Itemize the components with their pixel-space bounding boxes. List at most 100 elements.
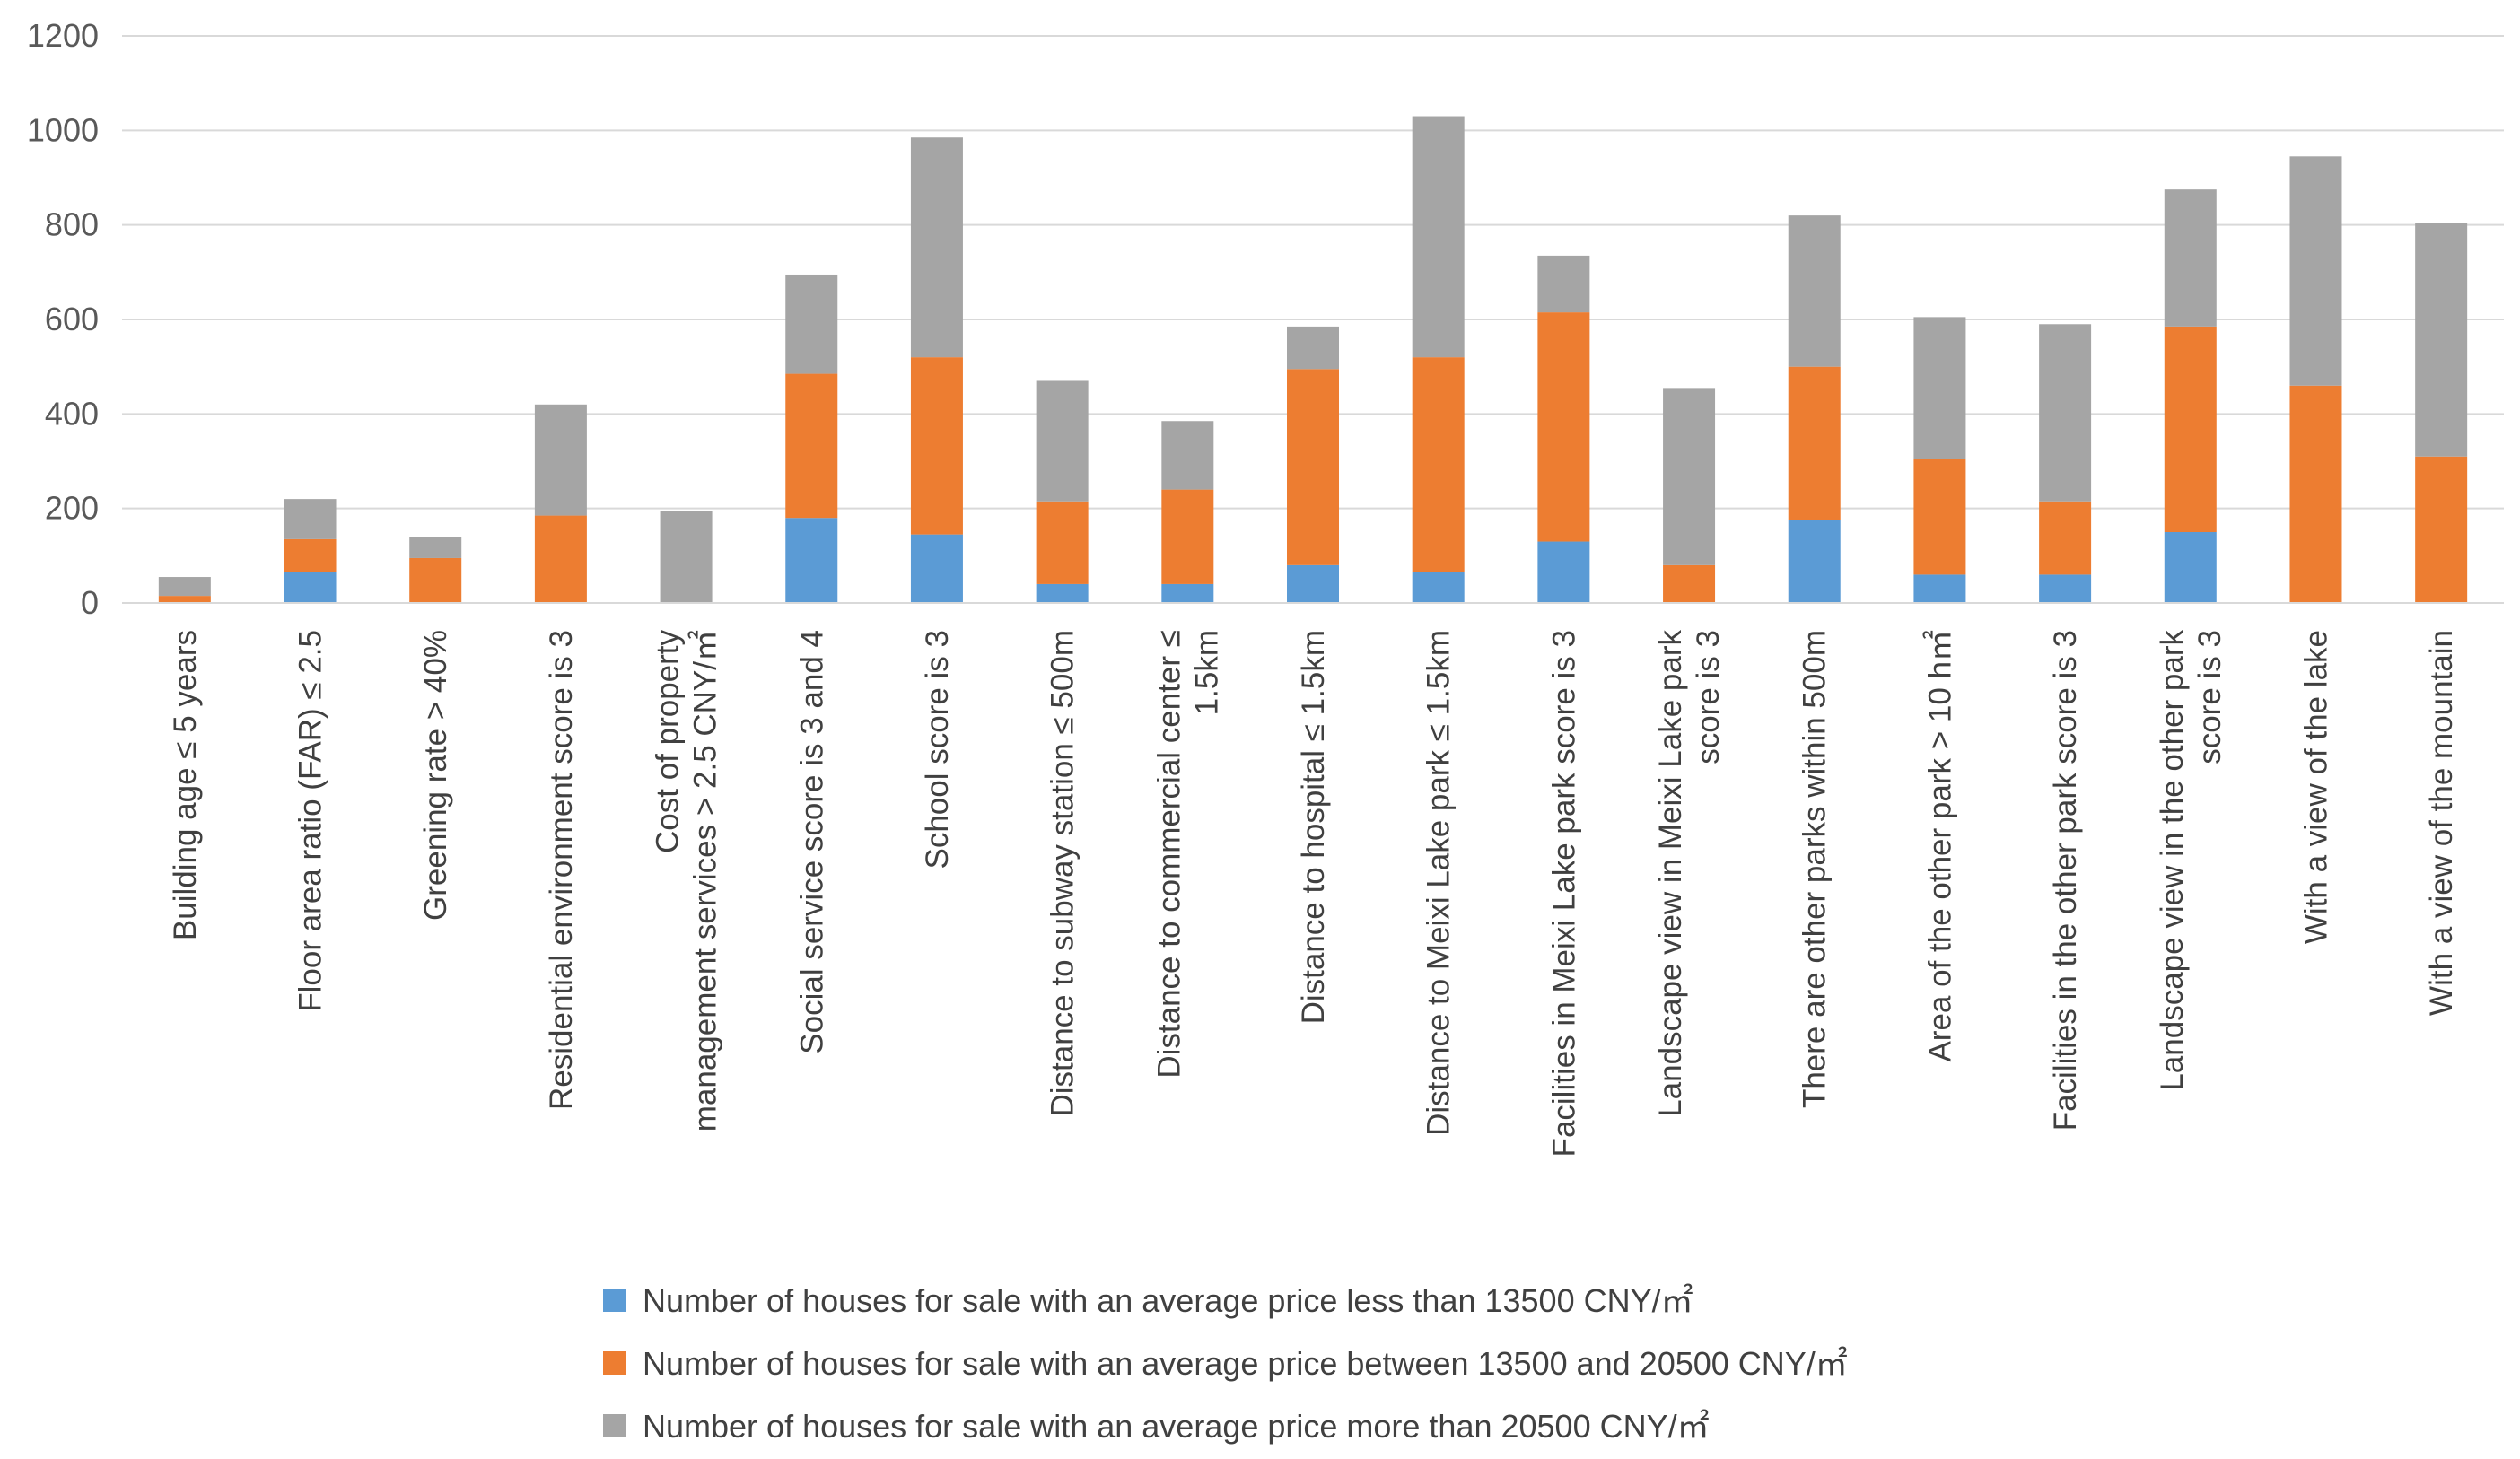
legend-label-series1: Number of houses for sale with an averag… bbox=[643, 1282, 1693, 1319]
x-category-label-line: Building age ≤ 5 years bbox=[168, 630, 203, 940]
y-tick-label: 1000 bbox=[27, 111, 99, 148]
bar-segment-series3-cat14 bbox=[1788, 215, 1841, 367]
x-category-label: Area of the other park > 10 h㎡ bbox=[1921, 630, 1957, 1062]
y-tick-label: 600 bbox=[45, 301, 99, 337]
bar-segment-series2-cat2 bbox=[284, 538, 337, 572]
bar-segment-series2-cat4 bbox=[534, 515, 587, 603]
bar-segment-series2-cat18 bbox=[2289, 385, 2342, 603]
legend-label-series3: Number of houses for sale with an averag… bbox=[643, 1408, 1710, 1445]
bar-segment-series2-cat16 bbox=[2039, 501, 2092, 575]
x-category-label: Building age ≤ 5 years bbox=[168, 630, 203, 940]
bar-segment-series3-cat6 bbox=[785, 274, 838, 374]
x-category-label-line: Landscape view in Meixi Lake park bbox=[1653, 630, 1688, 1117]
y-tick-label: 800 bbox=[45, 206, 99, 243]
x-category-label-line: With a view of the lake bbox=[2298, 630, 2333, 944]
x-category-label: Cost of propertymanagement services > 2.… bbox=[651, 630, 723, 1132]
bars bbox=[158, 116, 2468, 603]
x-category-label: School score is 3 bbox=[920, 630, 955, 869]
bar-segment-series3-cat9 bbox=[1161, 421, 1214, 490]
legend: Number of houses for sale with an averag… bbox=[603, 1282, 1848, 1445]
bar-segment-series1-cat14 bbox=[1788, 520, 1841, 603]
x-category-label-line: Distance to Meixi Lake park ≤ 1.5km bbox=[1422, 630, 1457, 1136]
x-category-label-line: Area of the other park > 10 h㎡ bbox=[1921, 630, 1957, 1062]
bar-segment-series3-cat10 bbox=[1287, 326, 1339, 370]
bar-segment-series2-cat10 bbox=[1287, 369, 1339, 565]
bar-segment-series1-cat2 bbox=[284, 572, 337, 603]
x-category-label-line: management services > 2.5 CNY/㎡ bbox=[687, 630, 723, 1131]
bar-segment-series3-cat13 bbox=[1663, 388, 1716, 565]
x-category-label-line: Landscape view in the other park bbox=[2155, 630, 2190, 1091]
x-category-label-line: Cost of property bbox=[651, 630, 686, 853]
x-category-label-line: There are other parks within 500m bbox=[1798, 630, 1833, 1108]
x-category-label-line: Greening rate > 40% bbox=[418, 630, 453, 921]
legend-swatch-series2 bbox=[603, 1351, 626, 1375]
x-category-label-line: score is 3 bbox=[1691, 630, 1726, 764]
y-tick-label: 0 bbox=[81, 584, 99, 621]
x-category-label: Facilities in the other park score is 3 bbox=[2048, 630, 2083, 1131]
x-category-label-line: Facilities in the other park score is 3 bbox=[2048, 630, 2083, 1131]
bar-segment-series2-cat17 bbox=[2164, 326, 2217, 532]
x-category-label-line: Facilities in Meixi Lake park score is 3 bbox=[1546, 630, 1581, 1157]
x-category-label: Distance to commercial center ≤1.5km bbox=[1151, 630, 1224, 1079]
x-category-label-line: Distance to commercial center ≤ bbox=[1151, 630, 1186, 1079]
y-axis-tick-labels: 0 200 400 600 800 1000 1200 bbox=[27, 17, 99, 621]
bar-segment-series1-cat15 bbox=[1913, 574, 1966, 603]
bar-segment-series3-cat4 bbox=[534, 404, 587, 516]
bar-segment-series2-cat6 bbox=[785, 373, 838, 519]
bar-segment-series2-cat9 bbox=[1161, 489, 1214, 584]
x-category-label: Landscape view in Meixi Lake parkscore i… bbox=[1653, 630, 1726, 1117]
bar-segment-series3-cat16 bbox=[2039, 324, 2092, 502]
bar-segment-series1-cat16 bbox=[2039, 574, 2092, 603]
bar-segment-series2-cat13 bbox=[1663, 564, 1716, 603]
bar-segment-series1-cat9 bbox=[1161, 583, 1214, 603]
bar-segment-series2-cat14 bbox=[1788, 366, 1841, 520]
x-category-label: Facilities in Meixi Lake park score is 3 bbox=[1546, 630, 1581, 1157]
x-category-label: Residential environment score is 3 bbox=[544, 630, 579, 1110]
bar-segment-series3-cat17 bbox=[2164, 189, 2217, 327]
bar-segment-series3-cat5 bbox=[660, 511, 713, 603]
x-category-label: Social service score is 3 and 4 bbox=[794, 630, 829, 1054]
x-category-label: Greening rate > 40% bbox=[418, 630, 453, 921]
bar-segment-series1-cat11 bbox=[1412, 572, 1465, 603]
legend-swatch-series3 bbox=[603, 1414, 626, 1437]
x-category-label: With a view of the mountain bbox=[2424, 630, 2459, 1016]
bar-segment-series1-cat17 bbox=[2164, 532, 2217, 603]
bar-segment-series3-cat7 bbox=[910, 137, 963, 358]
bar-segment-series2-cat19 bbox=[2415, 456, 2468, 603]
x-category-label: Distance to subway station ≤ 500m bbox=[1046, 630, 1081, 1117]
gridlines bbox=[122, 35, 2504, 510]
x-category-label-line: 1.5km bbox=[1189, 630, 1224, 715]
bar-segment-series1-cat7 bbox=[910, 534, 963, 603]
bar-segment-series3-cat12 bbox=[1537, 255, 1590, 313]
bar-segment-series2-cat7 bbox=[910, 357, 963, 535]
bar-segment-series3-cat3 bbox=[409, 537, 462, 558]
x-category-label-line: With a view of the mountain bbox=[2424, 630, 2459, 1016]
x-category-label-line: School score is 3 bbox=[920, 630, 955, 869]
x-category-label: There are other parks within 500m bbox=[1798, 630, 1833, 1108]
bar-segment-series3-cat8 bbox=[1036, 380, 1089, 502]
x-category-label-line: Floor area ratio (FAR) ≤ 2.5 bbox=[293, 630, 328, 1012]
y-tick-label: 1200 bbox=[27, 17, 99, 54]
bar-segment-series2-cat15 bbox=[1913, 459, 1966, 575]
bar-segment-series1-cat6 bbox=[785, 518, 838, 603]
y-tick-label: 200 bbox=[45, 490, 99, 527]
x-category-label: Floor area ratio (FAR) ≤ 2.5 bbox=[293, 630, 328, 1012]
bar-segment-series2-cat12 bbox=[1537, 312, 1590, 542]
bar-segment-series2-cat3 bbox=[409, 557, 462, 603]
bar-segment-series3-cat2 bbox=[284, 499, 337, 539]
x-category-label-line: score is 3 bbox=[2192, 630, 2227, 764]
x-category-label-line: Social service score is 3 and 4 bbox=[794, 630, 829, 1054]
bar-segment-series3-cat18 bbox=[2289, 156, 2342, 386]
bar-segment-series2-cat11 bbox=[1412, 357, 1465, 572]
x-category-label-line: Residential environment score is 3 bbox=[544, 630, 579, 1110]
y-tick-label: 400 bbox=[45, 395, 99, 432]
legend-label-series2: Number of houses for sale with an averag… bbox=[643, 1345, 1848, 1382]
bar-segment-series1-cat12 bbox=[1537, 541, 1590, 603]
x-category-label: With a view of the lake bbox=[2298, 630, 2333, 944]
x-axis-category-labels: Building age ≤ 5 years Floor area ratio (… bbox=[168, 630, 2459, 1158]
bar-segment-series3-cat19 bbox=[2415, 223, 2468, 457]
legend-swatch-series1 bbox=[603, 1289, 626, 1312]
x-category-label: Distance to hospital ≤ 1.5km bbox=[1296, 630, 1331, 1024]
bar-segment-series3-cat1 bbox=[158, 577, 211, 597]
